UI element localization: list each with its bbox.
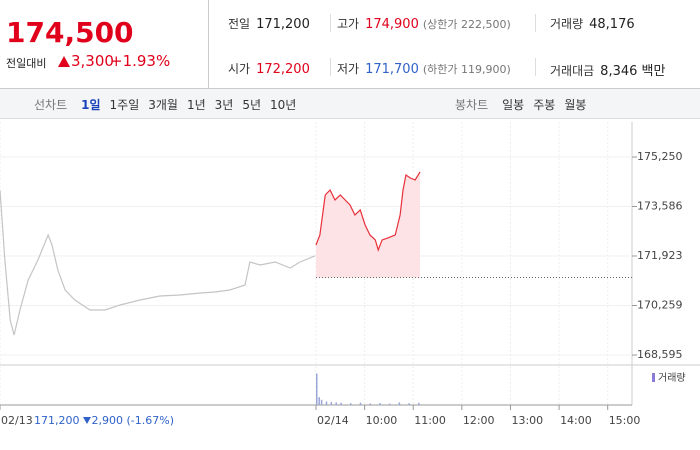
price-line (315, 171, 421, 252)
divider (330, 58, 331, 76)
change-label: 전일대비 (6, 57, 47, 70)
stat-note: (상한가 222,500) (422, 18, 511, 31)
y-tick-label: 170,259 (637, 298, 683, 311)
stat-value: 8,346 백만 (600, 64, 666, 79)
volume-bar (335, 402, 337, 405)
volume-bar (318, 397, 320, 405)
stat-label: 거래량 (550, 17, 584, 31)
stat-label: 거래대금 (550, 64, 595, 78)
header (0, 0, 700, 89)
tab-label: 봉차트 (455, 98, 489, 112)
volume-bar (320, 399, 323, 405)
period-tab[interactable]: 5년 (242, 98, 262, 112)
stat-value: 171,200 (256, 17, 310, 32)
stat-value: 48,176 (589, 17, 635, 32)
area-fill (316, 171, 421, 278)
period-tab[interactable]: 1일 (81, 98, 101, 112)
stat-value: 172,200 (256, 62, 310, 77)
stat: 거래량 48,176 (550, 15, 635, 32)
volume-bar (408, 403, 410, 405)
legend-swatch (652, 373, 655, 382)
prev-summary: 171,200 2,900 (-1.67%) (34, 414, 174, 427)
x-tick-label: 02/14 (317, 414, 349, 427)
period-tab[interactable]: 1년 (186, 98, 206, 112)
stat-label: 저가 (337, 62, 360, 76)
volume-bar (316, 373, 318, 405)
x-tick-label: 02/13 (1, 414, 33, 427)
volume-bar (369, 403, 371, 405)
volume-bar (330, 401, 333, 405)
change-rate: +1.93% (110, 52, 171, 70)
period-tab[interactable]: 1주일 (109, 98, 140, 112)
prev-change: 2,900 (91, 414, 124, 427)
y-tick-label: 168,595 (637, 348, 683, 361)
down-icon (82, 417, 91, 424)
volume-bar (359, 402, 362, 405)
candle-tab[interactable]: 일봉 (502, 98, 525, 112)
volume-bar (379, 403, 381, 405)
stat-value: 171,700 (365, 62, 419, 77)
stat-note: (하한가 119,900) (422, 63, 511, 76)
divider (208, 0, 209, 88)
tab-bar (0, 89, 700, 119)
price-line (0, 189, 316, 336)
stat-label: 시가 (228, 62, 251, 76)
candle-tabs: 봉차트 일봉 주봉 월봉 (455, 96, 595, 113)
period-tab[interactable]: 10년 (270, 98, 297, 112)
volume-bar (418, 402, 420, 405)
candle-tab[interactable]: 주봉 (533, 98, 556, 112)
y-tick-label: 175,250 (637, 150, 683, 163)
change: 3,300 (58, 52, 114, 70)
price: 174,500 (6, 16, 134, 49)
stat: 저가 171,700 (하한가 119,900) (337, 60, 511, 77)
x-tick-label: 12:00 (463, 414, 495, 427)
up-icon (58, 56, 70, 67)
x-tick-label: 11:00 (414, 414, 446, 427)
divider (330, 14, 331, 32)
volume-bar (388, 403, 391, 405)
stat: 고가 174,900 (상한가 222,500) (337, 15, 511, 32)
period-tabs: 선차트 1일 1주일 3개월 1년 3년 5년 10년 (34, 96, 305, 113)
volume-bar (325, 401, 328, 405)
volume-bar (398, 402, 401, 405)
period-tab[interactable]: 3년 (214, 98, 234, 112)
stat-label: 전일 (228, 17, 251, 31)
stat: 전일 171,200 (228, 15, 310, 32)
prev-close: 171,200 (34, 414, 80, 427)
change-value: 3,300 (71, 52, 114, 70)
candle-tab[interactable]: 월봉 (564, 98, 587, 112)
stat: 시가 172,200 (228, 60, 310, 77)
stat: 거래대금 8,346 백만 (550, 60, 665, 79)
y-tick-label: 173,586 (637, 200, 683, 213)
x-tick-label: 13:00 (511, 414, 543, 427)
y-tick-label: 171,923 (637, 249, 683, 262)
stat-label: 고가 (337, 17, 360, 31)
divider (535, 14, 536, 32)
prev-rate: (-1.67%) (126, 414, 175, 427)
stat-value: 174,900 (365, 17, 419, 32)
legend-label: 거래량 (658, 372, 686, 384)
volume-bar (350, 403, 352, 405)
x-tick-label: 14:00 (560, 414, 592, 427)
volume-bar (340, 402, 342, 405)
divider (535, 58, 536, 76)
period-tab[interactable]: 3개월 (148, 98, 178, 112)
tab-label: 선차트 (34, 98, 68, 112)
x-tick-label: 15:00 (609, 414, 641, 427)
x-tick-label: 10:00 (366, 414, 398, 427)
